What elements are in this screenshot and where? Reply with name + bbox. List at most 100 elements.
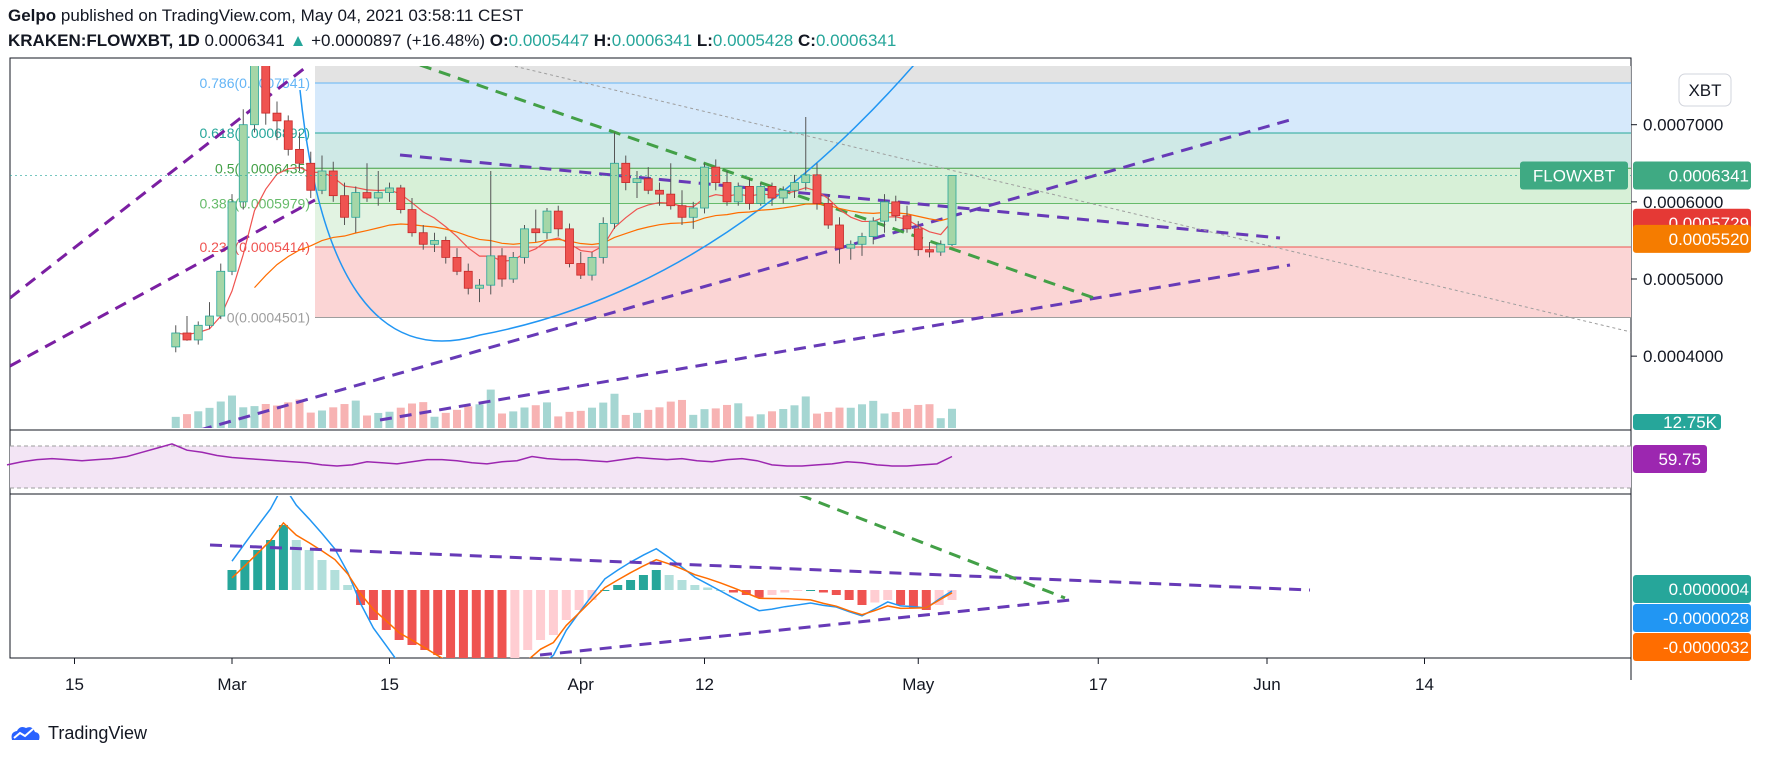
volume-bar xyxy=(374,412,383,428)
macd-histogram-bar xyxy=(703,587,713,590)
fib-label: 0.382(0.0005979) xyxy=(199,195,310,211)
macd-trend-line xyxy=(209,543,1311,592)
candle-body xyxy=(576,263,586,276)
volume-bar xyxy=(340,404,349,428)
candle-body xyxy=(463,270,473,289)
macd-histogram-bar xyxy=(343,585,353,590)
volume-bar xyxy=(925,404,934,428)
candle-body xyxy=(182,332,192,341)
fib-retracement[interactable]: 0.786(0.0007541)0.618(0.0006892)0.5(0.00… xyxy=(199,58,1631,325)
volume-bar xyxy=(531,405,540,428)
macd-trend-line xyxy=(539,598,1071,657)
tradingview-logo[interactable]: TradingView xyxy=(8,722,147,744)
macd-histogram-bar xyxy=(420,590,430,650)
hist-value-tag-bg xyxy=(1633,633,1751,661)
candle-body xyxy=(835,224,844,249)
volume-bar xyxy=(835,407,844,428)
rsi-band xyxy=(10,446,1631,488)
volume-bar xyxy=(183,414,191,428)
candle-body xyxy=(655,189,664,195)
candle-body xyxy=(272,112,282,122)
volume-bar xyxy=(869,400,878,428)
volume-bars xyxy=(171,389,956,428)
high-value: 0.0006341 xyxy=(611,31,693,50)
volume-bar xyxy=(273,405,281,428)
time-tick-label: 17 xyxy=(1089,675,1108,694)
volume-bar xyxy=(824,411,833,428)
volume-bar xyxy=(363,415,371,428)
volume-bar xyxy=(228,395,236,428)
macd-histogram-bar xyxy=(626,580,636,590)
currency-label: XBT xyxy=(1688,81,1721,100)
time-tick-label: 15 xyxy=(380,675,399,694)
volume-bar xyxy=(554,416,563,428)
ohlc-legend: KRAKEN:FLOWXBT, 1D 0.0006341 ▲ +0.000089… xyxy=(8,31,896,51)
fib-label: 0.5(0.0006435) xyxy=(215,160,310,176)
candle-body xyxy=(295,148,304,164)
volume-bar xyxy=(846,407,855,428)
ma-slow-tag-bg xyxy=(1633,224,1751,253)
candle-body xyxy=(171,332,181,348)
volume-bar xyxy=(306,412,315,428)
volume-bar xyxy=(171,416,180,428)
author-name[interactable]: Gelpo xyxy=(8,6,57,25)
candle-body xyxy=(857,236,867,245)
volume-bar xyxy=(453,409,461,428)
price-tags: FLOWXBT 0.00063410.00057290.000552012.75K… xyxy=(1520,161,1751,661)
trend-lines[interactable] xyxy=(10,58,1631,430)
price-tick-label: 0.0004000 xyxy=(1643,347,1723,366)
macd-histogram-bar xyxy=(793,590,803,591)
candle-body xyxy=(261,66,271,114)
volume-bar xyxy=(408,403,416,428)
candle-body xyxy=(317,170,327,191)
macd-histogram-bar xyxy=(844,590,854,600)
candle-body xyxy=(722,182,732,203)
macd-histogram-bar xyxy=(471,590,481,658)
ma-slow-tag: 0.0005520 xyxy=(1669,230,1749,249)
candle-body xyxy=(778,189,788,199)
candle-body xyxy=(621,162,631,183)
time-tick-label: Jun xyxy=(1253,675,1280,694)
volume-bar xyxy=(880,413,889,428)
macd-histogram-bar xyxy=(356,590,366,605)
volume-bar xyxy=(644,409,653,428)
candle-body xyxy=(823,202,833,226)
price-tick-label: 0.0005000 xyxy=(1643,270,1723,289)
candle-body xyxy=(936,243,946,253)
fib-zone xyxy=(315,168,1631,204)
time-tick-label: 14 xyxy=(1415,675,1434,694)
macd-histogram-bar xyxy=(728,590,738,593)
candle-body xyxy=(553,210,563,230)
macd-histogram-bar xyxy=(857,590,867,605)
candle-body xyxy=(643,178,653,191)
volume-bar xyxy=(284,402,293,428)
symbol-tag-bg xyxy=(1520,161,1628,190)
signal-value-tag: -0.0000028 xyxy=(1663,609,1749,628)
macd-histogram-bar xyxy=(330,570,340,590)
volume-bar xyxy=(621,414,630,428)
volume-bar xyxy=(711,408,720,428)
macd-histogram-bar xyxy=(561,590,571,620)
candle-body xyxy=(475,284,484,289)
macd-histogram-bar xyxy=(677,580,687,590)
last-price-tag-bg xyxy=(1633,161,1751,190)
symbol-label: KRAKEN:FLOWXBT, 1D xyxy=(8,31,200,50)
volume-bar xyxy=(723,404,731,428)
macd-trend-line xyxy=(799,496,1066,600)
macd-histogram-bar xyxy=(253,550,263,590)
volume-bar xyxy=(779,409,788,428)
volume-bar xyxy=(351,400,360,428)
published-text: published on TradingView.com, May 04, 20… xyxy=(60,6,524,25)
macd-line xyxy=(231,496,953,658)
candle-body xyxy=(913,228,923,251)
signal-value-tag-bg xyxy=(1633,604,1751,632)
volume-bar xyxy=(509,411,518,428)
candle-body xyxy=(688,207,698,218)
macd-histogram-bar xyxy=(831,590,841,595)
volume-bar xyxy=(205,407,214,428)
macd-histogram-bar xyxy=(548,590,558,635)
chart-canvas[interactable]: 0.786(0.0007541)0.618(0.0006892)0.5(0.00… xyxy=(0,0,1783,715)
volume-bar xyxy=(194,411,203,428)
volume-bar xyxy=(329,407,338,428)
volume-bar xyxy=(813,413,821,428)
